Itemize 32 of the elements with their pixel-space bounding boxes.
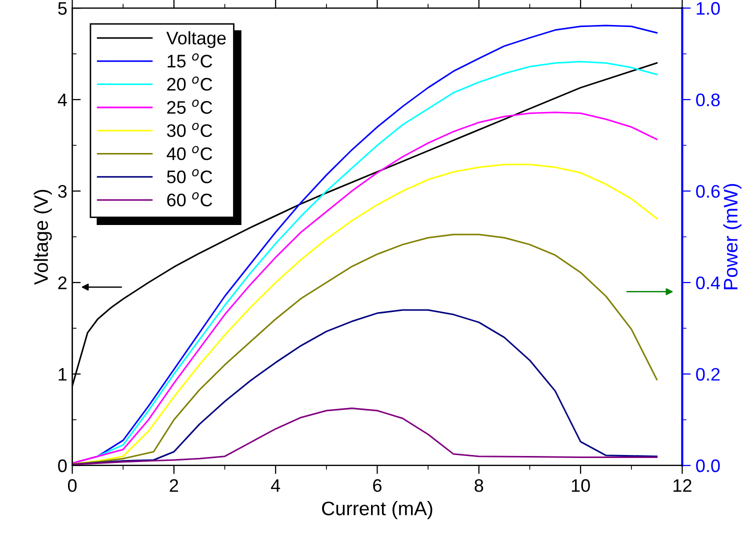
legend-label: Voltage [166,31,226,48]
legend-label: 25 $^{o}$C [167,100,212,114]
y2-tick-label: 0.0 [696,459,720,472]
x-tick-label: 0 [68,479,77,492]
y-axis-title: Voltage (V) [34,190,52,285]
y-tick-label: 4 [58,94,67,106]
y-tick-label: 2 [58,276,67,290]
line-series [72,234,658,465]
x-tick-label: 12 [674,479,692,492]
y-tick-label: 5 [58,2,67,15]
y-tick-label: 1 [58,368,67,381]
legend-label: 40 $^{o}$C [166,146,212,160]
x-tick-label: 4 [270,479,280,492]
x-tick-label: 8 [474,479,484,492]
x-tick-label: 10 [572,479,590,492]
legend-label: 30 $^{o}$C [166,122,212,137]
y-tick-label: 0 [58,459,67,472]
x-tick-label: 6 [373,479,382,492]
x-tick-label: 2 [170,479,178,492]
legend-label: 20 $^{o}$C [167,76,212,91]
y-tick-label: 3 [58,184,67,198]
y2-tick-label: 0.4 [696,276,720,290]
legend-label: 60 $^{o}$C [167,192,212,206]
y2-tick-label: 0.8 [696,94,720,106]
legend-label: 15 $^{o}$C [168,53,212,68]
y2-axis-title: Power (mW) [723,184,742,290]
y2-tick-label: 0.6 [696,184,720,198]
y2-tick-label: 1.0 [696,2,720,15]
y2-tick-label: 0.2 [696,368,720,381]
x-axis-title: Current (mA) [322,501,432,520]
line-series [72,408,658,466]
legend-label: 50 $^{o}$C [167,169,212,184]
